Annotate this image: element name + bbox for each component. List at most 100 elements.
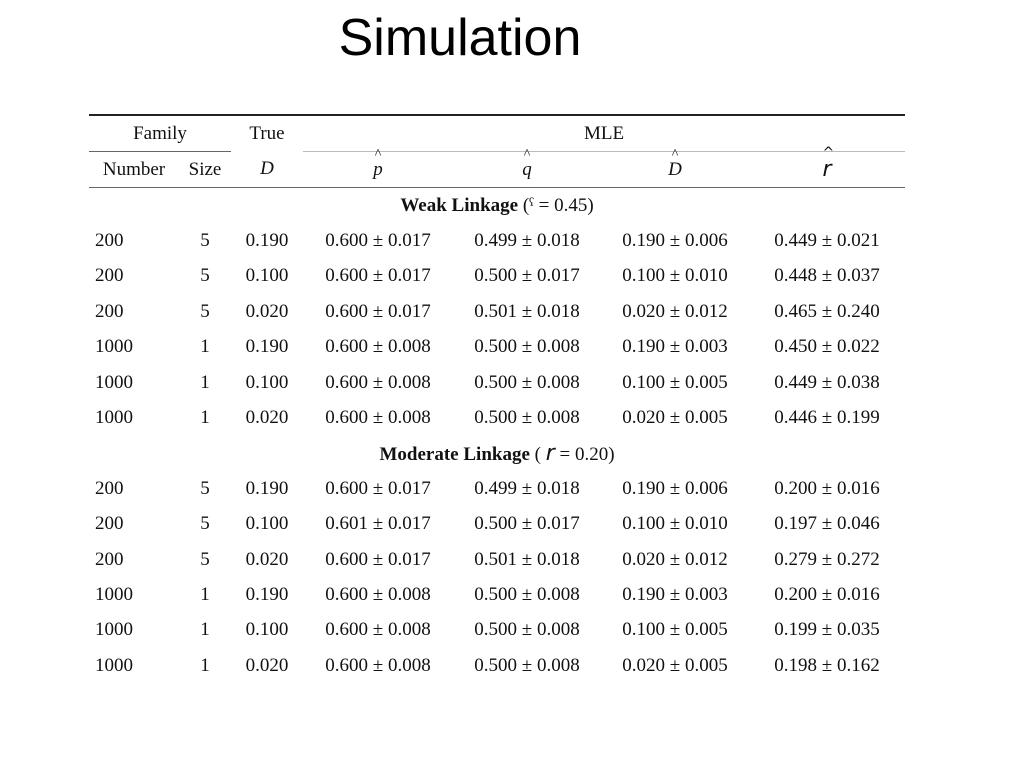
header-row-2: Number Size D p q D r [89, 145, 906, 188]
cell-r-hat: 0.199 ± 0.035 [774, 619, 880, 641]
table-row: 200 5 0.020 0.600 ± 0.017 0.501 ± 0.018 0.020… [89, 294, 905, 329]
cell-p-hat: 0.600 ± 0.017 [325, 230, 431, 252]
cell-size: 5 [200, 548, 210, 570]
cell-true-d: 0.100 [245, 513, 289, 535]
table-row: 200 5 0.100 0.600 ± 0.017 0.500 ± 0.017 0.100… [89, 259, 905, 294]
cell-p-hat: 0.600 ± 0.017 [325, 300, 431, 322]
cell-size: 5 [200, 513, 210, 535]
cell-size: 1 [200, 336, 210, 358]
table-row: 1000 1 0.100 0.600 ± 0.008 0.500 ± 0.008 0.10… [89, 365, 905, 400]
section-title: Weak Linkage [400, 194, 519, 216]
cell-r-hat: 0.197 ± 0.046 [774, 513, 880, 535]
cell-p-hat: 0.600 ± 0.017 [325, 477, 431, 499]
table-body: Weak Linkage (ˁ = 0.45) 200 5 0.190 0.600 ± … [89, 188, 905, 684]
cell-p-hat: 0.600 ± 0.008 [325, 583, 431, 605]
cell-r-hat: 0.449 ± 0.021 [774, 230, 880, 252]
simulation-table-container: Family True MLE Number Size D p q D r We… [89, 114, 906, 684]
cell-p-hat: 0.600 ± 0.017 [325, 265, 431, 287]
table-row: 200 5 0.190 0.600 ± 0.017 0.499 ± 0.018 0.190… [89, 223, 905, 258]
section-header-row: Moderate Linkage ( r = 0.20) [89, 436, 905, 471]
cell-r-hat: 0.450 ± 0.022 [774, 336, 880, 358]
cell-number: 200 [95, 265, 124, 287]
cell-q-hat: 0.500 ± 0.008 [474, 583, 580, 605]
cell-q-hat: 0.501 ± 0.018 [474, 548, 580, 570]
cell-size: 1 [200, 407, 210, 429]
cell-true-d: 0.100 [245, 371, 289, 393]
section-param-symbol: r [545, 440, 555, 466]
cell-q-hat: 0.501 ± 0.018 [474, 300, 580, 322]
cell-d-hat: 0.100 ± 0.010 [622, 513, 728, 535]
section-param-value: = 0.20) [554, 443, 615, 465]
cell-d-hat: 0.100 ± 0.010 [622, 265, 728, 287]
cell-number: 200 [95, 513, 124, 535]
cell-true-d: 0.190 [245, 477, 289, 499]
table-row: 1000 1 0.020 0.600 ± 0.008 0.500 ± 0.008 0.02… [89, 648, 905, 683]
header-mle: MLE [303, 114, 906, 152]
section-header-row: Weak Linkage (ˁ = 0.45) [89, 188, 905, 224]
cell-q-hat: 0.500 ± 0.008 [474, 371, 580, 393]
cell-r-hat: 0.200 ± 0.016 [774, 583, 880, 605]
cell-r-hat: 0.200 ± 0.016 [774, 477, 880, 499]
header-family: Family [89, 114, 231, 152]
cell-number: 1000 [95, 619, 133, 641]
cell-q-hat: 0.500 ± 0.008 [474, 407, 580, 429]
cell-true-d: 0.190 [245, 230, 289, 252]
cell-true-d: 0.020 [245, 654, 289, 676]
cell-q-hat: 0.500 ± 0.017 [474, 513, 580, 535]
cell-true-d: 0.100 [245, 619, 289, 641]
header-r-hat: r [749, 145, 906, 188]
cell-p-hat: 0.600 ± 0.008 [325, 336, 431, 358]
cell-number: 1000 [95, 583, 133, 605]
cell-true-d: 0.190 [245, 336, 289, 358]
section-param-symbol: ˁ [529, 194, 534, 216]
cell-r-hat: 0.279 ± 0.272 [774, 548, 880, 570]
section-title: Moderate Linkage [379, 443, 530, 465]
cell-true-d: 0.190 [245, 583, 289, 605]
cell-true-d: 0.100 [245, 265, 289, 287]
section-param-open: ( [522, 194, 530, 216]
cell-p-hat: 0.600 ± 0.008 [325, 371, 431, 393]
table-row: 1000 1 0.190 0.600 ± 0.008 0.500 ± 0.008 0.19… [89, 330, 905, 365]
header-r-hat-symbol: r [823, 145, 832, 182]
cell-size: 5 [200, 265, 210, 287]
cell-number: 200 [95, 230, 124, 252]
cell-size: 1 [200, 619, 210, 641]
cell-r-hat: 0.198 ± 0.162 [774, 654, 880, 676]
header-q-hat: q [453, 147, 601, 188]
section-param-open: ( [534, 443, 546, 465]
table-header: Family True MLE Number Size D p q D r [89, 114, 906, 188]
header-q-hat-symbol: q [522, 147, 532, 181]
cell-r-hat: 0.465 ± 0.240 [774, 300, 880, 322]
cell-r-hat: 0.448 ± 0.037 [774, 265, 880, 287]
cell-p-hat: 0.600 ± 0.017 [325, 548, 431, 570]
cell-number: 200 [95, 548, 124, 570]
cell-number: 1000 [95, 336, 133, 358]
cell-size: 1 [200, 654, 210, 676]
cell-q-hat: 0.500 ± 0.017 [474, 265, 580, 287]
table-row: 1000 1 0.100 0.600 ± 0.008 0.500 ± 0.008 0.10… [89, 613, 905, 648]
cell-q-hat: 0.500 ± 0.008 [474, 654, 580, 676]
cell-p-hat: 0.600 ± 0.008 [325, 654, 431, 676]
cell-d-hat: 0.020 ± 0.005 [622, 407, 728, 429]
cell-number: 200 [95, 477, 124, 499]
cell-q-hat: 0.500 ± 0.008 [474, 336, 580, 358]
cell-q-hat: 0.499 ± 0.018 [474, 477, 580, 499]
header-d-true: D [231, 151, 303, 188]
cell-true-d: 0.020 [245, 300, 289, 322]
header-p-hat-symbol: p [373, 147, 383, 181]
table-row: 200 5 0.100 0.601 ± 0.017 0.500 ± 0.017 0.100… [89, 507, 905, 542]
cell-p-hat: 0.600 ± 0.008 [325, 619, 431, 641]
cell-d-hat: 0.190 ± 0.003 [622, 336, 728, 358]
cell-q-hat: 0.500 ± 0.008 [474, 619, 580, 641]
cell-d-hat: 0.100 ± 0.005 [622, 619, 728, 641]
table-row: 200 5 0.190 0.600 ± 0.017 0.499 ± 0.018 0.190… [89, 471, 905, 506]
header-d-hat-symbol: D [668, 147, 682, 181]
cell-d-hat: 0.100 ± 0.005 [622, 371, 728, 393]
cell-size: 5 [200, 230, 210, 252]
header-d-true-symbol: D [260, 158, 274, 180]
cell-r-hat: 0.446 ± 0.199 [774, 407, 880, 429]
cell-d-hat: 0.190 ± 0.003 [622, 583, 728, 605]
simulation-results-table: Family True MLE Number Size D p q D r We… [89, 114, 906, 684]
cell-p-hat: 0.600 ± 0.008 [325, 407, 431, 429]
cell-size: 1 [200, 371, 210, 393]
